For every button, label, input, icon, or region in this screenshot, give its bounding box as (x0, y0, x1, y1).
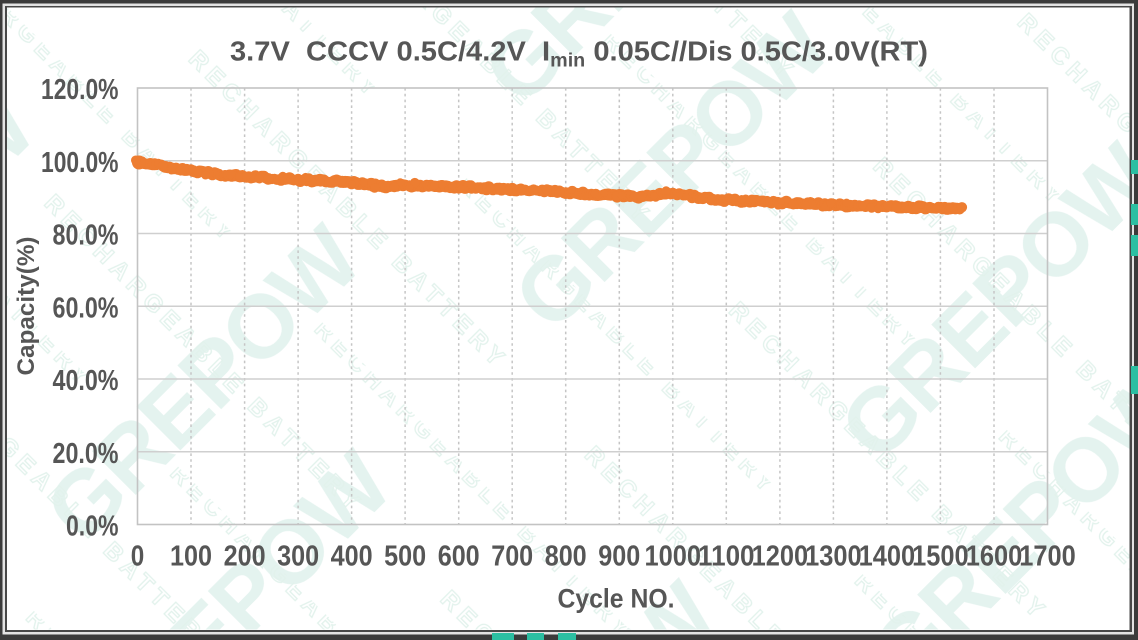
svg-text:200: 200 (224, 541, 266, 573)
svg-text:20.0%: 20.0% (53, 438, 119, 470)
svg-text:120.0%: 120.0% (41, 74, 119, 106)
svg-text:0.0%: 0.0% (66, 511, 119, 543)
svg-text:Cycle NO.: Cycle NO. (558, 584, 675, 614)
svg-text:0: 0 (131, 541, 145, 573)
svg-text:100: 100 (170, 541, 212, 573)
svg-text:800: 800 (545, 541, 587, 573)
svg-text:1600: 1600 (966, 541, 1023, 573)
svg-text:1000: 1000 (645, 541, 702, 573)
svg-text:400: 400 (331, 541, 373, 573)
svg-text:600: 600 (438, 541, 480, 573)
svg-text:100.0%: 100.0% (41, 147, 119, 179)
svg-text:700: 700 (491, 541, 533, 573)
svg-text:900: 900 (598, 541, 640, 573)
svg-text:1100: 1100 (698, 541, 755, 573)
svg-text:80.0%: 80.0% (53, 220, 119, 252)
svg-text:1400: 1400 (859, 541, 916, 573)
svg-text:60.0%: 60.0% (53, 292, 119, 324)
svg-text:Capacity(%): Capacity(%) (13, 237, 40, 376)
svg-text:40.0%: 40.0% (53, 365, 119, 397)
svg-text:500: 500 (384, 541, 426, 573)
svg-text:1500: 1500 (912, 541, 969, 573)
svg-text:1200: 1200 (752, 541, 809, 573)
svg-text:1700: 1700 (1019, 541, 1076, 573)
svg-text:300: 300 (277, 541, 319, 573)
svg-text:1300: 1300 (805, 541, 862, 573)
